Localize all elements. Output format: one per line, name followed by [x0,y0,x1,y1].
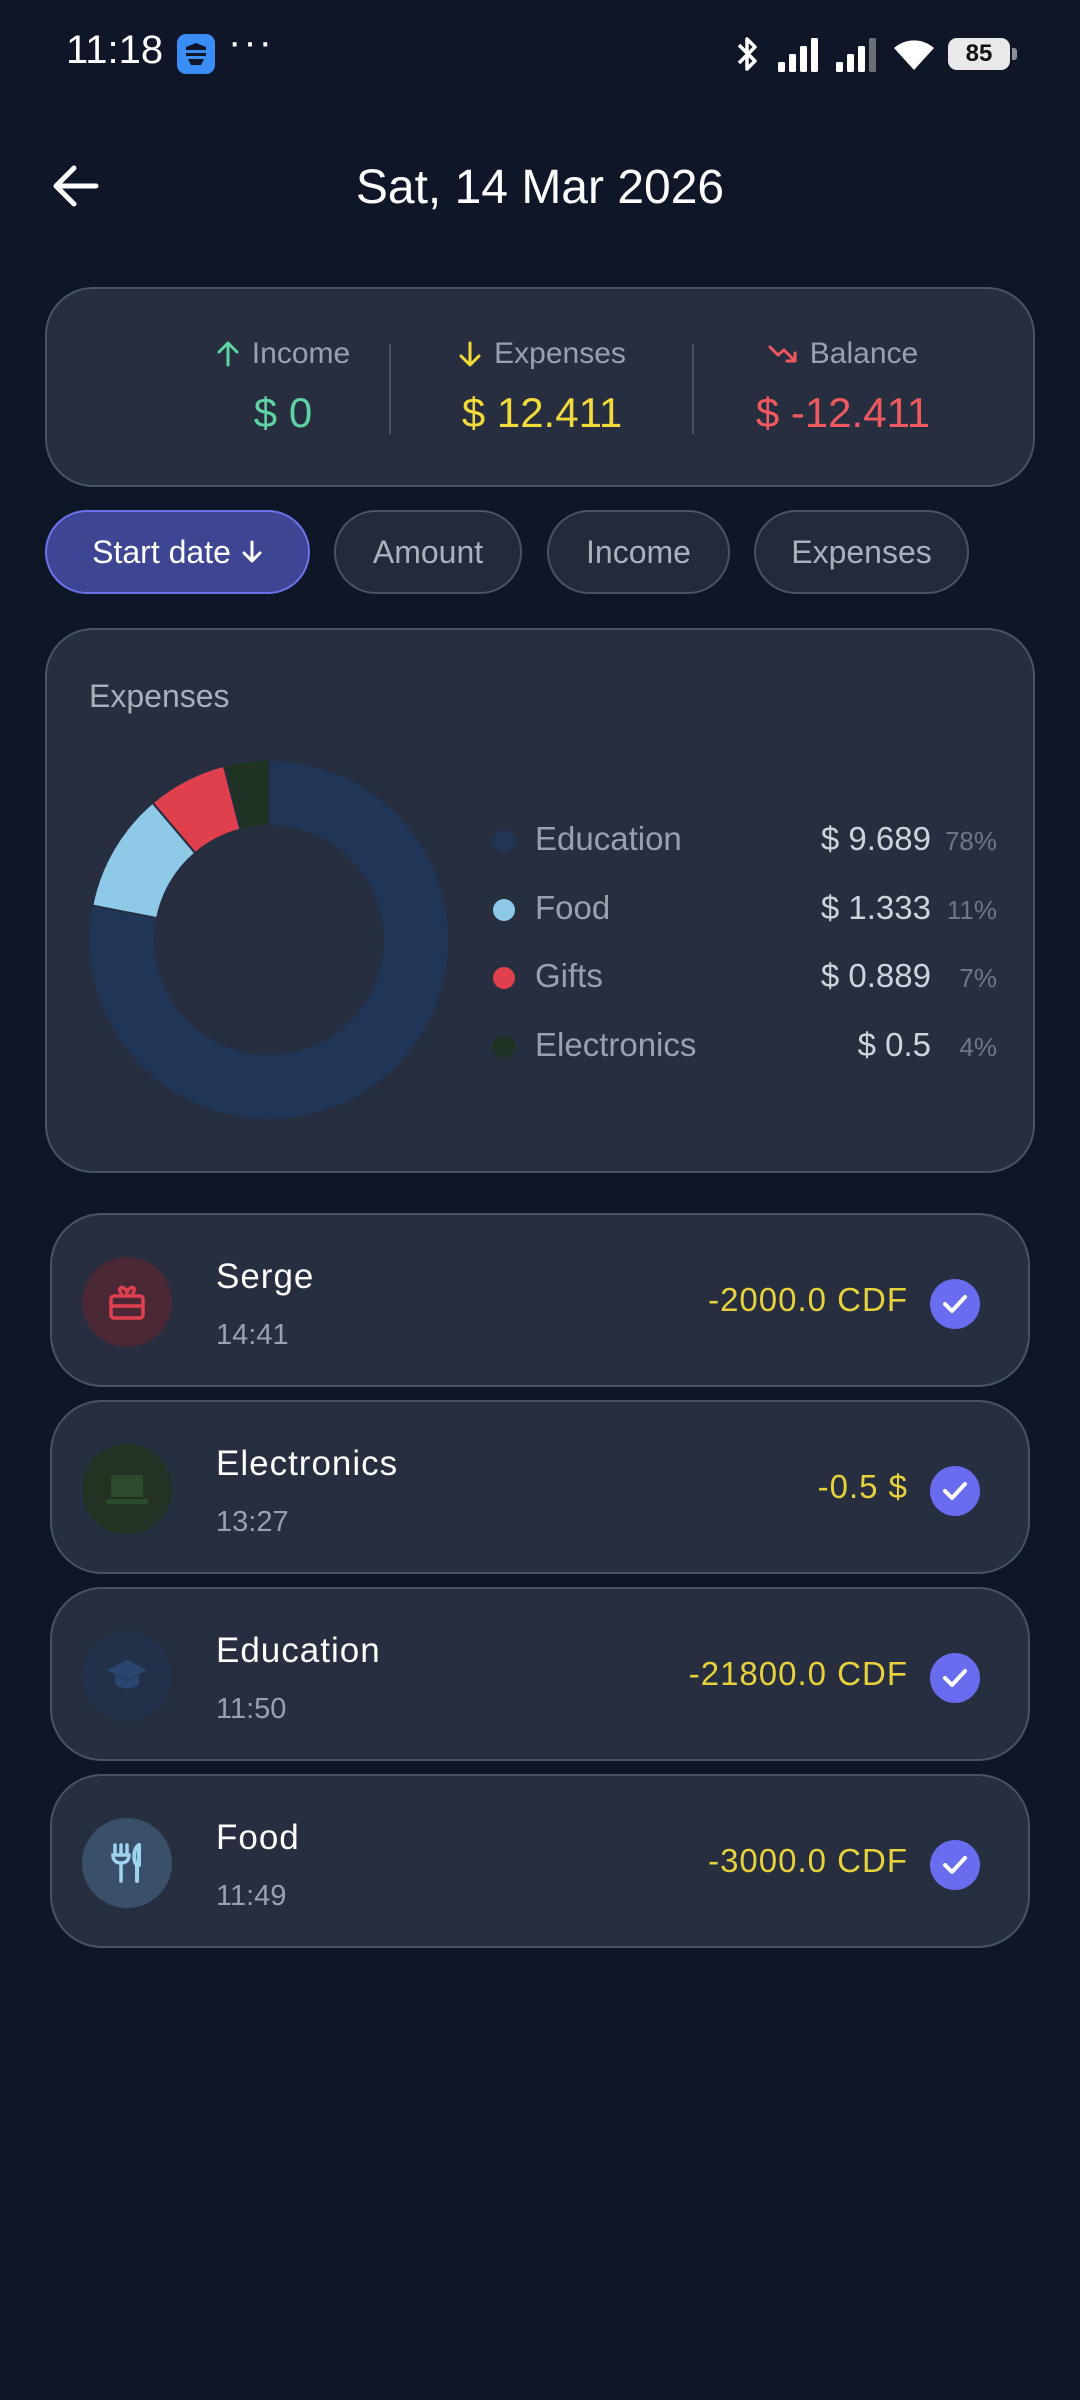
legend-dot [493,1036,515,1058]
wifi-icon [894,40,934,70]
legend-percent: 7% [959,963,997,993]
income-value: $ 0 [253,389,313,436]
check-icon[interactable] [930,1840,980,1890]
legend-percent: 78% [944,826,997,856]
transaction-row[interactable]: Serge 14:41 -2000.0 CDF [50,1213,1030,1387]
transaction-amount: -0.5 $ [817,1468,908,1505]
chip-label: Amount [372,533,484,570]
arrow-left-icon [53,165,99,207]
donut-slice-electronics [222,760,270,831]
donut-slice-education [89,760,449,1120]
balance-value: $ -12.411 [755,389,931,436]
legend-row-education: Education $ 9.689 78% [487,814,997,864]
transaction-name: Food [216,1818,300,1857]
transaction-row[interactable]: Food 11:49 -3000.0 CDF [50,1774,1030,1948]
legend-row-food: Food $ 1.333 11% [487,883,997,933]
check-icon[interactable] [930,1466,980,1516]
expenses-label: Expenses [494,337,626,370]
legend-row-electronics: Electronics $ 0.5 4% [487,1020,997,1070]
legend-name: Education [535,820,682,857]
chart-title: Expenses [89,678,230,714]
legend-amount: $ 1.333 [820,889,931,926]
transaction-amount: -2000.0 CDF [708,1281,908,1318]
check-icon[interactable] [930,1279,980,1329]
legend-dot [493,899,515,921]
legend-name: Food [535,889,611,926]
gift-icon [82,1257,172,1347]
check-icon[interactable] [930,1653,980,1703]
legend-dot [493,967,515,989]
legend-percent: 11% [946,895,997,925]
transaction-time: 11:49 [216,1880,287,1912]
summary-divider [389,344,391,434]
battery-level: 85 [965,40,993,67]
transaction-time: 14:41 [216,1319,289,1351]
summary-divider [692,344,694,434]
expenses-summary: Expenses $ 12.411 [392,289,692,489]
app-notification-icon [177,34,215,74]
battery-indicator: 85 [948,38,1017,70]
balance-summary: Balance $ -12.411 [693,289,993,489]
transaction-amount: -3000.0 CDF [708,1842,908,1879]
transaction-time: 11:50 [216,1693,287,1725]
legend-name: Gifts [535,957,603,994]
sort-chip-amount[interactable]: Amount [334,510,522,594]
page-title: Sat, 14 Mar 2026 [355,161,725,214]
sort-chip-income[interactable]: Income [547,510,730,594]
arrow-down-icon [242,540,262,563]
chip-label: Expenses [791,533,932,570]
transaction-row[interactable]: Education 11:50 -21800.0 CDF [50,1587,1030,1761]
transaction-name: Electronics [216,1444,399,1483]
legend-row-gifts: Gifts $ 0.889 7% [487,951,997,1001]
legend-percent: 4% [959,1032,997,1062]
transaction-time: 13:27 [216,1506,289,1538]
more-notifications-icon: ··· [228,20,274,64]
cutlery-icon [82,1818,172,1908]
expenses-donut-chart [89,760,449,1120]
laptop-icon [82,1444,172,1534]
graduation-cap-icon [82,1631,172,1721]
legend-amount: $ 0.889 [820,957,931,994]
status-bar: 11:18 ··· 85 [0,0,1080,108]
trending-down-icon [768,345,797,363]
signal-icon [778,38,818,72]
summary-card: Income $ 0 Expenses $ 12.411 Balance $ -… [45,287,1035,487]
transaction-name: Education [216,1631,381,1670]
sort-chip-start-date[interactable]: Start date [45,510,310,594]
bluetooth-icon [737,37,757,71]
arrow-down-icon [459,341,481,367]
transaction-amount: -21800.0 CDF [688,1655,908,1692]
legend-amount: $ 9.689 [820,820,931,857]
income-summary: Income $ 0 [133,289,433,489]
legend-amount: $ 0.5 [857,1026,931,1063]
legend-name: Electronics [535,1026,697,1063]
expenses-chart-card: Expenses Education $ 9.689 78% Food $ 1.… [45,628,1035,1173]
chip-label: Income [586,533,691,570]
chip-label: Start date [92,533,231,570]
arrow-up-icon [217,341,239,367]
status-time: 11:18 [66,28,164,72]
back-button[interactable] [46,156,106,216]
legend-dot [493,830,515,852]
expenses-value: $ 12.411 [461,389,623,436]
balance-label: Balance [809,337,919,370]
transaction-row[interactable]: Electronics 13:27 -0.5 $ [50,1400,1030,1574]
transaction-name: Serge [216,1257,315,1296]
sort-chip-expenses[interactable]: Expenses [754,510,969,594]
signal-icon-2 [836,38,876,72]
income-label: Income [251,337,351,370]
